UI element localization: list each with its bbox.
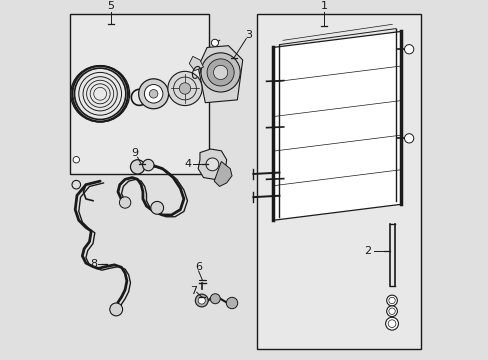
Circle shape bbox=[198, 297, 205, 304]
Polygon shape bbox=[189, 57, 203, 71]
Text: 2: 2 bbox=[364, 246, 371, 256]
Polygon shape bbox=[198, 46, 242, 103]
Text: 1: 1 bbox=[320, 1, 327, 12]
Circle shape bbox=[72, 180, 81, 189]
Circle shape bbox=[144, 85, 163, 103]
Text: 5: 5 bbox=[107, 1, 114, 12]
Circle shape bbox=[387, 320, 395, 328]
Circle shape bbox=[167, 71, 202, 105]
Circle shape bbox=[388, 308, 394, 314]
Circle shape bbox=[206, 59, 234, 86]
Circle shape bbox=[130, 160, 144, 174]
Circle shape bbox=[386, 306, 397, 316]
Text: 7: 7 bbox=[190, 286, 197, 296]
Circle shape bbox=[404, 45, 413, 54]
Circle shape bbox=[195, 294, 208, 307]
Circle shape bbox=[139, 79, 168, 109]
Text: 9: 9 bbox=[131, 148, 139, 158]
Bar bbox=[70, 14, 208, 174]
Circle shape bbox=[211, 39, 218, 46]
Text: 4: 4 bbox=[184, 159, 191, 169]
Circle shape bbox=[226, 297, 237, 309]
Polygon shape bbox=[272, 31, 401, 220]
Circle shape bbox=[386, 295, 397, 306]
Circle shape bbox=[388, 297, 394, 304]
Circle shape bbox=[205, 158, 219, 171]
Circle shape bbox=[119, 197, 131, 208]
Polygon shape bbox=[214, 162, 231, 186]
Text: 8: 8 bbox=[90, 259, 97, 269]
Circle shape bbox=[149, 90, 158, 98]
Circle shape bbox=[150, 202, 163, 214]
Circle shape bbox=[385, 317, 398, 330]
Text: 3: 3 bbox=[245, 30, 252, 40]
Circle shape bbox=[213, 65, 227, 80]
Circle shape bbox=[201, 53, 240, 92]
Circle shape bbox=[179, 83, 190, 94]
Text: 6: 6 bbox=[195, 262, 202, 273]
Circle shape bbox=[110, 303, 122, 316]
Circle shape bbox=[73, 157, 80, 163]
Circle shape bbox=[142, 159, 154, 171]
Circle shape bbox=[404, 134, 413, 143]
Polygon shape bbox=[198, 149, 226, 179]
Bar bbox=[257, 14, 420, 348]
Circle shape bbox=[210, 294, 220, 304]
